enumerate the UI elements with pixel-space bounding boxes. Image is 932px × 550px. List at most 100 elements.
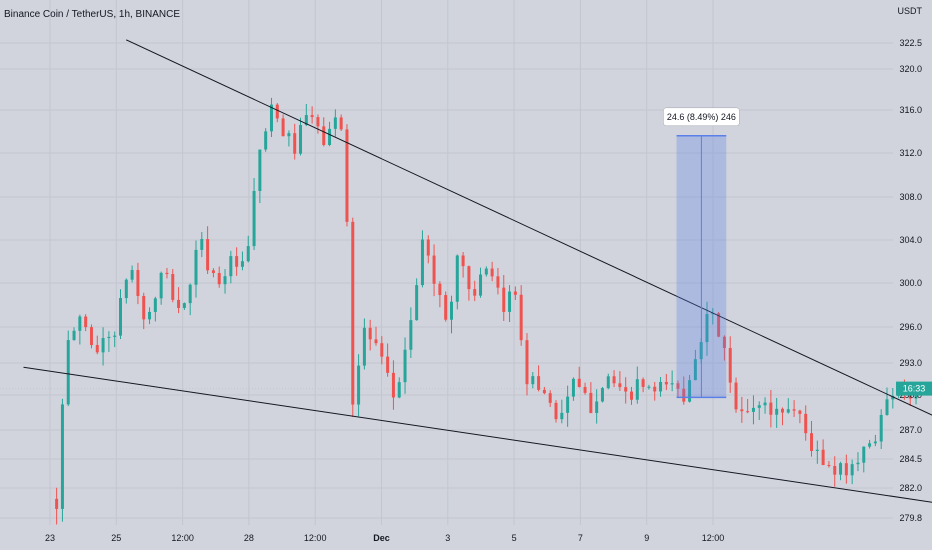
candle-body [717,313,721,337]
x-axis[interactable]: 23 25 12:00 28 12:00 Dec 3 5 7 9 12:00 [45,533,724,543]
candle-body [780,408,784,413]
candle-body [420,239,424,286]
candle-body [159,272,163,299]
candle-body [333,117,337,129]
candle-body [560,412,564,420]
candle-body [548,393,552,403]
candle-body [908,394,912,399]
candle-body [171,274,175,300]
candle-body [432,255,436,284]
candle-body [537,376,541,390]
candle-body [397,382,401,398]
candle-body [113,335,117,337]
candle-body [519,294,523,341]
candle-body [328,128,332,145]
candle-body [107,336,111,339]
trendlines [23,39,932,503]
candle-body [746,411,750,413]
candle-body [798,410,802,414]
candle-body [240,261,244,267]
candle-body [287,133,291,137]
candle-body [763,402,767,406]
candle-body [148,311,152,320]
candle-body [362,327,366,366]
x-tick-label: Dec [373,533,390,543]
candle-body [630,391,634,400]
candle-body [322,126,326,145]
candle-body [316,117,320,127]
candle-body [653,386,657,392]
x-tick-label: 28 [244,533,254,543]
candle-body [531,376,535,385]
y-tick-label: 287.0 [899,425,922,435]
candle-body [136,270,140,296]
candle-body [502,287,506,312]
candle-body [124,279,128,299]
candle-body [479,274,483,296]
candle-body [357,365,361,405]
candle-body [670,383,674,385]
candle-body [879,414,883,442]
candle-body [589,392,593,414]
candle-body [862,446,866,463]
candle-body [84,316,88,328]
candle-body [223,276,227,285]
candle-body [142,295,146,320]
y-tick-label: 308.0 [899,192,922,202]
candle-body [635,379,639,400]
x-tick-label: 9 [644,533,649,543]
candle-body [804,413,808,434]
y-tick-label: 284.5 [899,454,922,464]
candle-body [612,376,616,384]
candle-body [600,388,604,402]
candle-body [688,380,692,402]
candle-body [885,399,889,415]
candle-body [351,221,355,405]
candle-body [299,124,303,154]
candle-body [705,314,709,343]
candle-body [182,303,186,308]
candle-body [664,381,668,385]
candle-body [682,388,686,402]
candle-body [473,289,477,296]
candle-body [246,246,250,262]
candle-body [275,104,279,119]
y-tick-label: 304.0 [899,235,922,245]
candle-body [101,338,105,353]
candle-body [426,239,430,256]
candle-body [850,464,854,476]
y-tick-label: 296.0 [899,322,922,332]
candle-body [618,383,622,388]
candle-body [868,443,872,447]
candle-body [647,386,651,388]
candle-body [496,276,500,288]
candle-body [386,356,390,373]
candle-body [95,345,99,353]
candle-body [403,349,407,383]
candle-body [821,449,825,466]
currency-label: USDT [898,6,923,16]
candle-body [775,408,779,415]
candle-body [740,409,744,412]
measure-tool[interactable]: 24.6 (8.49%) 246 [663,107,740,399]
candle-body [624,387,628,392]
candle-body [461,255,465,267]
candle-body [409,320,413,350]
candle-body [444,295,448,320]
candle-body [235,256,239,267]
candle-body [211,270,215,274]
candle-body [78,316,82,331]
measure-label: 24.6 (8.49%) 246 [667,112,736,122]
price-badge-label: 16:33 [903,384,926,394]
candle-body [438,283,442,296]
candle-body [508,291,512,312]
x-tick-label: 3 [445,533,450,543]
candle-body [339,117,343,130]
candle-body [72,330,76,341]
candle-body [194,249,198,285]
measure-label-box [663,107,740,127]
candles [55,97,924,525]
candle-body [293,133,297,154]
